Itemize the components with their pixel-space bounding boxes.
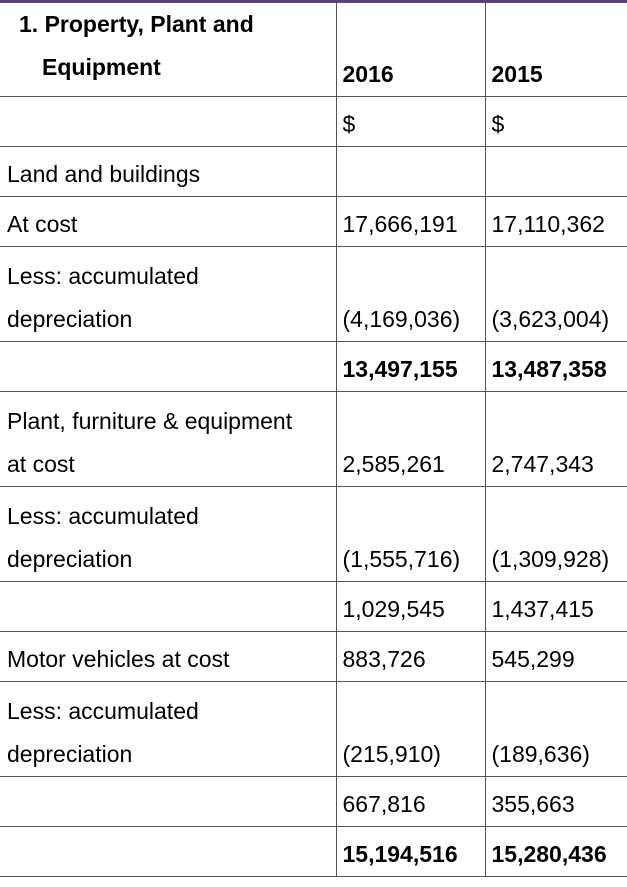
value-2016 — [335, 146, 486, 197]
currency-2015: $ — [484, 96, 627, 147]
total-row: 15,194,516 15,280,436 — [0, 826, 627, 877]
row-label-line1: Less: accumulated — [7, 698, 199, 724]
row-label-line2: at cost — [7, 451, 75, 477]
table-row: Less: accumulated depreciation (215,910)… — [0, 681, 627, 777]
value-2015: 1,437,415 — [484, 581, 627, 632]
value-2015: (189,636) — [484, 681, 627, 777]
currency-row: $ $ — [0, 96, 627, 147]
row-label: Less: accumulated depreciation — [0, 246, 337, 342]
value-2015: 13,487,358 — [484, 341, 627, 392]
value-2015 — [484, 146, 627, 197]
value-2016: 883,726 — [335, 631, 486, 682]
title-line2: Equipment — [42, 54, 161, 80]
header-row: 1. Property, Plant and Equipment 2016 20… — [0, 2, 627, 97]
value-2016: 1,029,545 — [335, 581, 486, 632]
row-label-line1: Plant, furniture & equipment — [7, 408, 293, 434]
row-label — [0, 826, 337, 877]
row-label-line2: depreciation — [7, 741, 133, 767]
table-row: Less: accumulated depreciation (1,555,71… — [0, 486, 627, 582]
table-row: Less: accumulated depreciation (4,169,03… — [0, 246, 627, 342]
currency-label-cell — [0, 96, 337, 147]
row-label-line2: depreciation — [7, 546, 133, 572]
subtotal-row: 13,497,155 13,487,358 — [0, 341, 627, 392]
value-2016: (1,555,716) — [335, 486, 486, 582]
total-2015: 15,280,436 — [484, 826, 627, 877]
value-2015: 545,299 — [484, 631, 627, 682]
table-title: 1. Property, Plant and Equipment — [0, 2, 337, 97]
row-label: Less: accumulated depreciation — [0, 681, 337, 777]
value-2016: (4,169,036) — [335, 246, 486, 342]
section-number: 1. — [19, 11, 39, 37]
row-label — [0, 581, 337, 632]
table-row: Land and buildings — [0, 146, 627, 197]
row-label — [0, 776, 337, 827]
year-2015-header: 2015 — [484, 2, 627, 97]
subtotal-row: 667,816 355,663 — [0, 776, 627, 827]
value-2016: 2,585,261 — [335, 391, 486, 487]
subtotal-row: 1,029,545 1,437,415 — [0, 581, 627, 632]
value-2016: 13,497,155 — [335, 341, 486, 392]
currency-2016: $ — [335, 96, 486, 147]
value-2015: 355,663 — [484, 776, 627, 827]
year-2016-header: 2016 — [335, 2, 486, 97]
table-row: Motor vehicles at cost 883,726 545,299 — [0, 631, 627, 682]
row-label: Plant, furniture & equipment at cost — [0, 391, 337, 487]
table-row: At cost 17,666,191 17,110,362 — [0, 196, 627, 247]
row-label: Motor vehicles at cost — [0, 631, 337, 682]
top-border — [0, 0, 627, 2]
value-2015: (3,623,004) — [484, 246, 627, 342]
value-2016: (215,910) — [335, 681, 486, 777]
value-2015: (1,309,928) — [484, 486, 627, 582]
value-2016: 17,666,191 — [335, 196, 486, 247]
title-line1: Property, Plant and — [44, 11, 254, 37]
row-label: Less: accumulated depreciation — [0, 486, 337, 582]
total-2016: 15,194,516 — [335, 826, 486, 877]
row-label: At cost — [0, 196, 337, 247]
row-label-line1: Less: accumulated — [7, 263, 199, 289]
row-label-line1: Less: accumulated — [7, 503, 199, 529]
row-label — [0, 341, 337, 392]
value-2015: 17,110,362 — [484, 196, 627, 247]
row-label: Land and buildings — [0, 146, 337, 197]
row-label-line2: depreciation — [7, 306, 133, 332]
value-2016: 667,816 — [335, 776, 486, 827]
table-row: Plant, furniture & equipment at cost 2,5… — [0, 391, 627, 487]
value-2015: 2,747,343 — [484, 391, 627, 487]
